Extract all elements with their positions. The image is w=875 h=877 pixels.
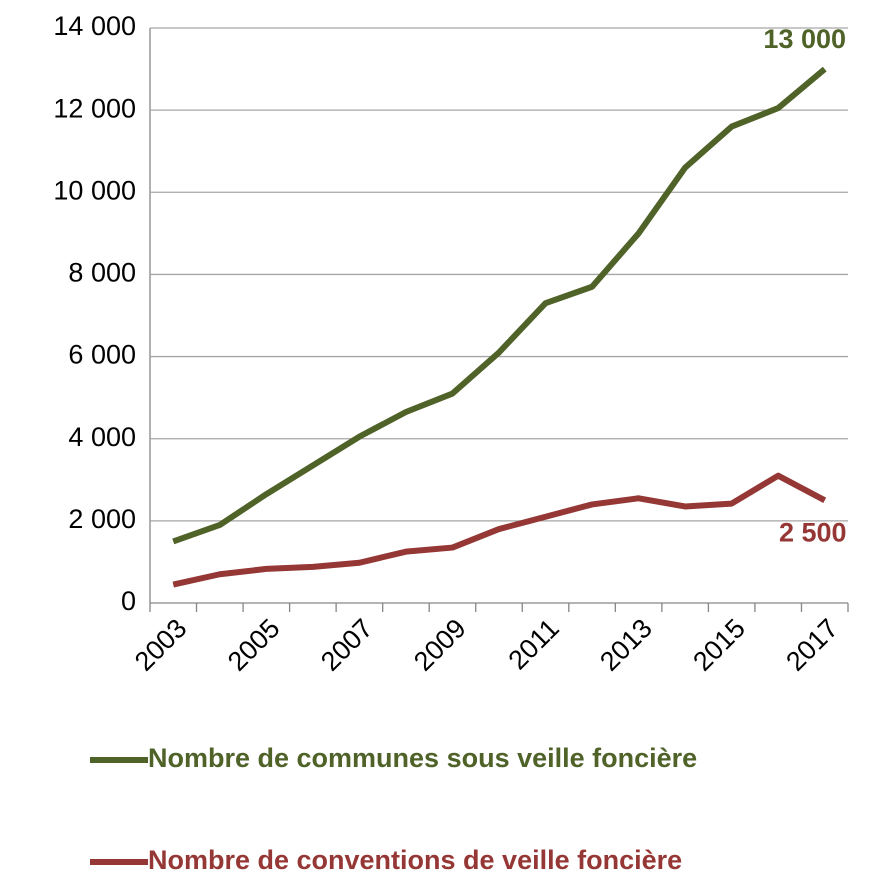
data-label: 13 000: [763, 24, 846, 54]
x-tick-label: 2005: [222, 613, 286, 677]
y-tick-label: 8 000: [68, 258, 136, 288]
y-tick-label: 14 000: [53, 11, 136, 41]
x-tick-label: 2009: [408, 613, 472, 677]
x-tick-label: 2011: [503, 613, 565, 675]
x-tick-label: 2007: [315, 613, 379, 677]
x-tick-label: 2003: [129, 613, 193, 677]
y-tick-label: 0: [121, 586, 136, 616]
y-tick-label: 6 000: [68, 340, 136, 370]
y-tick-label: 4 000: [68, 422, 136, 452]
y-tick-label: 10 000: [53, 175, 136, 205]
data-label: 2 500: [779, 517, 847, 547]
y-tick-label: 2 000: [68, 504, 136, 534]
x-tick-label: 2017: [780, 613, 844, 677]
series-line: [172, 66, 827, 545]
series-line: [172, 472, 827, 588]
x-tick-label: 2013: [594, 613, 658, 677]
x-tick-label: 2015: [687, 613, 751, 677]
y-tick-label: 12 000: [53, 93, 136, 123]
legend-label: Nombre de communes sous veille foncière: [148, 743, 697, 773]
legend-label: Nombre de conventions de veille foncière: [148, 845, 682, 875]
